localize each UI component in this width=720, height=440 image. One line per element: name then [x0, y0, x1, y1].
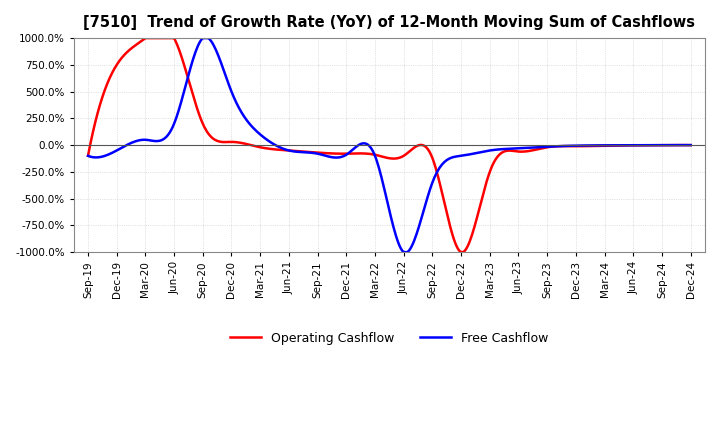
Free Cashflow — [371, 154, 379, 160]
Free Cashflow — [445, 156, 454, 161]
Operating Cashflow — [444, 215, 452, 220]
Free Cashflow — [686, 143, 695, 148]
Operating Cashflow — [371, 152, 379, 158]
Line: Free Cashflow: Free Cashflow — [88, 38, 690, 252]
Operating Cashflow — [84, 153, 92, 158]
Legend: Operating Cashflow, Free Cashflow: Operating Cashflow, Free Cashflow — [225, 327, 554, 350]
Free Cashflow — [580, 143, 589, 148]
Title: [7510]  Trend of Growth Rate (YoY) of 12-Month Moving Sum of Cashflows: [7510] Trend of Growth Rate (YoY) of 12-… — [84, 15, 696, 30]
Operating Cashflow — [580, 143, 589, 149]
Operating Cashflow — [411, 144, 420, 150]
Free Cashflow — [400, 249, 409, 255]
Operating Cashflow — [142, 36, 150, 41]
Free Cashflow — [674, 143, 683, 148]
Free Cashflow — [412, 231, 420, 237]
Free Cashflow — [84, 153, 92, 158]
Line: Operating Cashflow: Operating Cashflow — [88, 38, 690, 252]
Operating Cashflow — [686, 143, 695, 148]
Free Cashflow — [199, 36, 208, 41]
Operating Cashflow — [457, 249, 466, 255]
Operating Cashflow — [674, 143, 683, 148]
Free Cashflow — [374, 166, 383, 171]
Operating Cashflow — [374, 153, 383, 158]
